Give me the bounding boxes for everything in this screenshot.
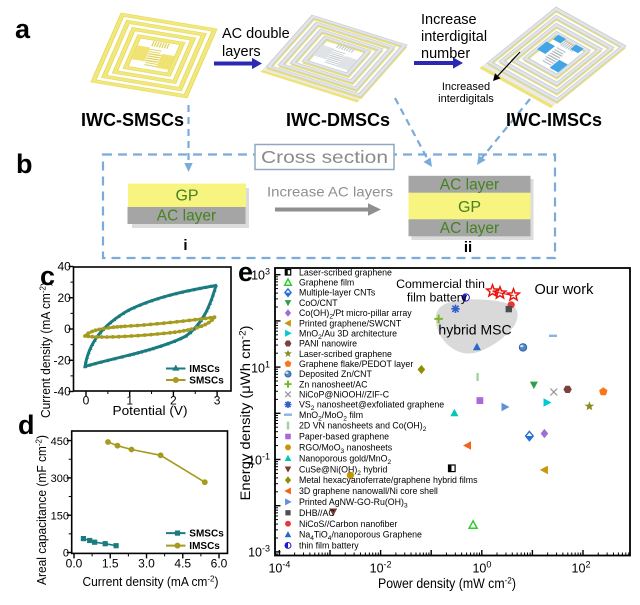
svg-text:3D graphene nanowall/Ni core s: 3D graphene nanowall/Ni core shell	[299, 486, 438, 496]
svg-text:Zn nanosheet/AC: Zn nanosheet/AC	[299, 379, 368, 389]
svg-text:IWC-DMSCs: IWC-DMSCs	[286, 110, 390, 130]
svg-text:Laser-scribed graphene: Laser-scribed graphene	[299, 349, 392, 359]
svg-text:Increase: Increase	[421, 12, 477, 28]
svg-text:d: d	[18, 410, 35, 440]
svg-text:AC layer: AC layer	[440, 220, 499, 237]
svg-text:-40: -40	[53, 385, 71, 399]
svg-text:film battery: film battery	[407, 291, 468, 305]
svg-text:0: 0	[83, 394, 90, 408]
svg-text:SMSCs: SMSCs	[189, 529, 224, 540]
svg-text:AC layer: AC layer	[440, 177, 499, 194]
svg-text:layers: layers	[222, 44, 261, 60]
svg-text:6.0: 6.0	[211, 556, 228, 570]
svg-text:Printed graphene/SWCNT: Printed graphene/SWCNT	[299, 318, 402, 328]
svg-text:MnO2​/Au 3D architecture: MnO2​/Au 3D architecture	[299, 328, 397, 341]
svg-text:450: 450	[51, 436, 69, 448]
svg-text:-20: -20	[53, 353, 71, 367]
svg-text:Our work: Our work	[535, 282, 595, 298]
svg-text:40: 40	[57, 260, 71, 274]
svg-text:thin film battery: thin film battery	[299, 541, 359, 551]
svg-text:RGO/MoO3​ nanosheets: RGO/MoO3​ nanosheets	[299, 442, 393, 455]
svg-text:SMSCs: SMSCs	[189, 376, 224, 387]
svg-text:IMSCs: IMSCs	[189, 541, 220, 552]
svg-text:Graphene film: Graphene film	[299, 278, 354, 288]
svg-text:0: 0	[64, 322, 71, 336]
svg-text:Graphene flake/PEDOT layer: Graphene flake/PEDOT layer	[299, 359, 413, 369]
svg-text:4.5: 4.5	[174, 556, 191, 570]
svg-text:1.5: 1.5	[102, 556, 119, 570]
svg-text:PANI nanowire: PANI nanowire	[299, 339, 357, 349]
svg-text:Increased: Increased	[442, 81, 490, 93]
svg-text:Cross section: Cross section	[261, 147, 388, 167]
svg-text:Power density (mW cm-2): Power density (mW cm-2)	[378, 576, 516, 592]
svg-text:b: b	[16, 149, 33, 179]
svg-text:Energy density (μWh cm-2): Energy density (μWh cm-2)	[238, 326, 254, 501]
svg-text:Metal hexacyanoferrate/graphen: Metal hexacyanoferrate/graphene hybrid f…	[299, 475, 478, 485]
svg-text:150: 150	[51, 510, 69, 522]
svg-text:IMSCs: IMSCs	[189, 364, 220, 375]
svg-text:c: c	[40, 261, 55, 291]
svg-text:20: 20	[57, 291, 71, 305]
svg-text:Increase AC layers: Increase AC layers	[267, 184, 393, 200]
svg-text:Multiple-layer CNTs: Multiple-layer CNTs	[299, 288, 376, 298]
svg-text:0: 0	[63, 548, 69, 560]
svg-text:Potential (V): Potential (V)	[113, 403, 188, 418]
svg-text:ii: ii	[464, 239, 472, 256]
svg-text:1: 1	[126, 394, 133, 408]
svg-text:MnO2​/MoO2​ film: MnO2​/MoO2​ film	[299, 410, 363, 423]
svg-text:Nanoporous gold/MnO2​: Nanoporous gold/MnO2​	[299, 453, 392, 466]
svg-text:2: 2	[170, 394, 177, 408]
svg-text:interdigitals: interdigitals	[438, 93, 494, 105]
svg-text:Current density (mA cm-2): Current density (mA cm-2)	[83, 574, 219, 590]
svg-text:a: a	[15, 14, 31, 44]
svg-text:Paper-based graphene: Paper-based graphene	[299, 432, 389, 442]
svg-text:GP: GP	[458, 199, 481, 216]
svg-text:Printed AgNW-GO-Ru(OH)3​: Printed AgNW-GO-Ru(OH)3​	[299, 497, 408, 510]
svg-text:300: 300	[51, 473, 69, 485]
svg-text:0.0: 0.0	[66, 556, 83, 570]
svg-text:AC double: AC double	[222, 26, 290, 42]
svg-text:Areal capacitance (mF cm-2): Areal capacitance (mF cm-2)	[34, 435, 50, 585]
svg-text:3.0: 3.0	[138, 556, 155, 570]
svg-text:Laser-scribed graphene: Laser-scribed graphene	[299, 267, 392, 277]
svg-text:Commercial thin: Commercial thin	[396, 277, 485, 291]
svg-text:number: number	[421, 46, 470, 62]
svg-text:IWC-SMSCs: IWC-SMSCs	[81, 110, 184, 130]
svg-text:Co(OH)2​/Pt micro-pillar array: Co(OH)2​/Pt micro-pillar array	[299, 308, 412, 321]
svg-text:2D VN nanosheets and Co(OH)2​: 2D VN nanosheets and Co(OH)2​	[299, 421, 427, 434]
svg-text:AC layer: AC layer	[157, 208, 216, 225]
svg-text:IWC-IMSCs: IWC-IMSCs	[506, 110, 602, 130]
svg-text:Deposited Zn/CNT: Deposited Zn/CNT	[299, 369, 372, 379]
svg-text:NiCoS//Carbon nanofiber: NiCoS//Carbon nanofiber	[299, 519, 397, 529]
svg-text:VS2​ nanosheet@exfoliated grap: VS2​ nanosheet@exfoliated graphene	[299, 400, 444, 413]
svg-text:e: e	[238, 257, 253, 287]
svg-text:hybrid MSC: hybrid MSC	[438, 322, 511, 338]
svg-text:CoO/CNT: CoO/CNT	[299, 298, 338, 308]
svg-text:NiCoP@NiOOH//ZIF-C: NiCoP@NiOOH//ZIF-C	[299, 389, 390, 399]
svg-text:DHB//AC: DHB//AC	[299, 508, 335, 518]
svg-text:GP: GP	[175, 188, 198, 205]
svg-text:CuSe@Ni(OH)2​ hybrid: CuSe@Ni(OH)2​ hybrid	[299, 464, 387, 477]
svg-text:Current density (mA cm-2): Current density (mA cm-2)	[38, 282, 54, 418]
svg-text:interdigital: interdigital	[421, 29, 487, 45]
svg-text:i: i	[183, 237, 187, 254]
svg-text:3: 3	[214, 394, 221, 408]
